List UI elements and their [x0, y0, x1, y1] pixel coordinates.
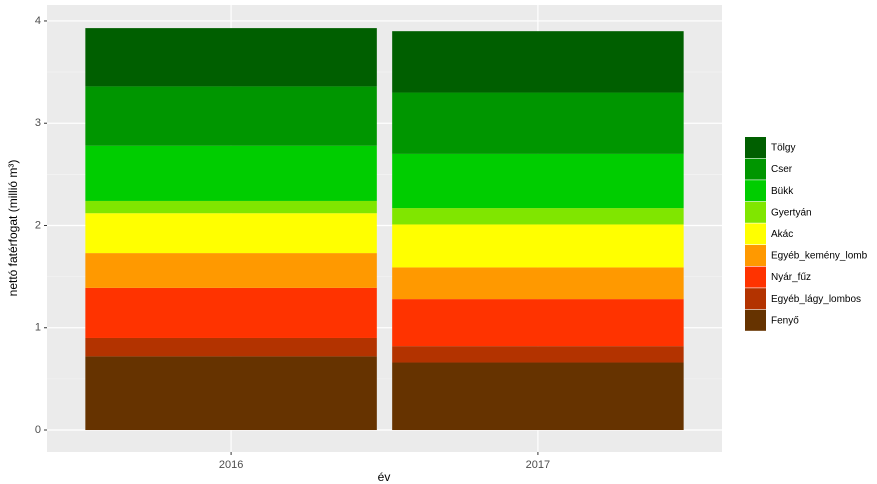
legend-swatch — [745, 223, 766, 245]
x-axis-label: év — [378, 470, 391, 484]
bar-segment — [392, 31, 684, 93]
y-tick-label: 0 — [35, 424, 41, 436]
legend-swatch — [745, 245, 766, 266]
y-tick-label: 2 — [35, 219, 41, 231]
bar-segment — [85, 145, 377, 201]
legend-swatch — [745, 201, 766, 223]
legend-label: Tölgy — [771, 143, 795, 154]
legend-label: Egyéb_lágy_lombos — [771, 294, 861, 305]
bar-segment — [392, 299, 684, 347]
bar-segment — [85, 28, 377, 87]
legend-swatch — [745, 309, 766, 331]
legend-label: Gyertyán — [771, 207, 812, 218]
legend-swatch — [745, 158, 766, 180]
legend-label: Cser — [771, 164, 793, 175]
bar-segment — [392, 346, 684, 363]
legend-label: Nyár_fűz — [771, 272, 811, 283]
bar-segment — [392, 92, 684, 154]
legend-label: Bükk — [771, 186, 794, 197]
bar-segment — [392, 208, 684, 225]
bar-segment — [85, 200, 377, 214]
bar-segment — [85, 253, 377, 288]
legend-swatch — [745, 266, 766, 288]
legend-label: Egyéb_kemény_lomb — [771, 251, 868, 262]
y-tick-label: 1 — [35, 322, 41, 334]
bar-segment — [392, 362, 684, 431]
y-tick-label: 4 — [35, 15, 41, 27]
bar-segment — [85, 287, 377, 338]
bar-segment — [85, 356, 377, 431]
legend-label: Fenyő — [771, 315, 799, 326]
bar-segment — [392, 267, 684, 300]
bar-segment — [392, 224, 684, 268]
bar-segment — [392, 153, 684, 209]
y-axis-label: nettó fatérfogat (millió m³) — [6, 160, 20, 297]
legend-label: Akác — [771, 229, 793, 240]
y-tick-label: 3 — [35, 117, 41, 129]
legend-swatch — [745, 137, 766, 158]
legend-swatch — [745, 288, 766, 310]
bar-segment — [85, 337, 377, 357]
x-tick-label: 2017 — [526, 459, 550, 471]
bar-segment — [85, 213, 377, 254]
legend-swatch — [745, 180, 766, 202]
bar-segment — [85, 86, 377, 146]
x-tick-label: 2016 — [219, 459, 243, 471]
